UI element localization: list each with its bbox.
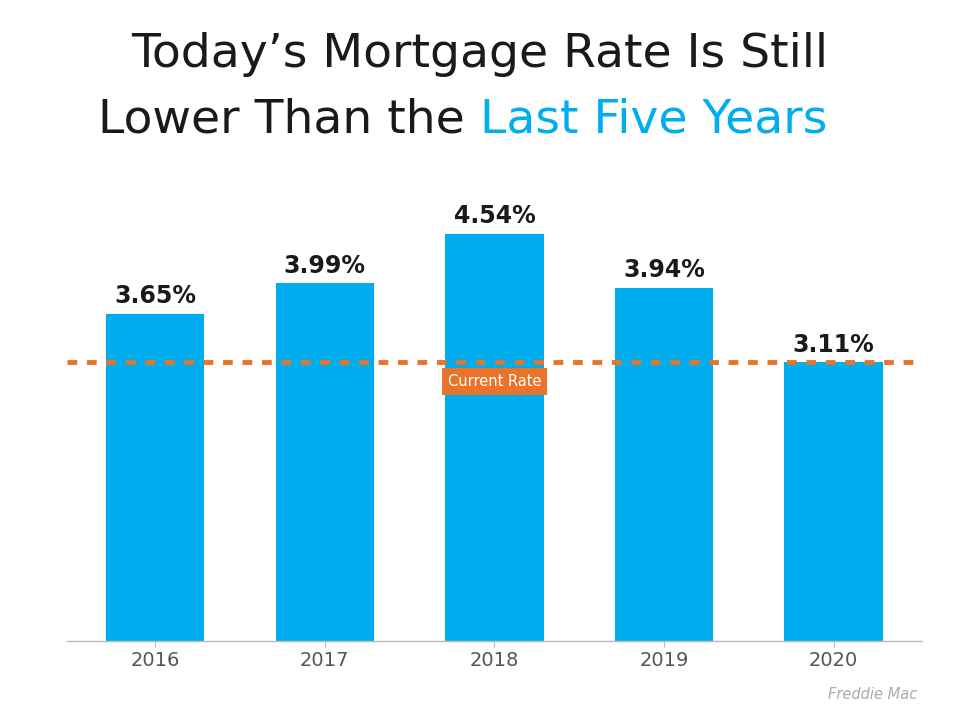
Bar bbox=[106, 313, 204, 641]
Text: Last Five Years: Last Five Years bbox=[480, 97, 828, 143]
Text: Freddie Mac: Freddie Mac bbox=[828, 687, 917, 702]
Text: 3.65%: 3.65% bbox=[114, 284, 196, 308]
Bar bbox=[276, 283, 374, 641]
Bar bbox=[614, 287, 713, 641]
Text: 4.54%: 4.54% bbox=[453, 204, 536, 228]
Text: Today’s Mortgage Rate Is Still: Today’s Mortgage Rate Is Still bbox=[132, 32, 828, 77]
Text: 3.94%: 3.94% bbox=[623, 258, 705, 282]
Text: 3.99%: 3.99% bbox=[284, 253, 366, 278]
Text: 3.11%: 3.11% bbox=[793, 333, 875, 356]
Text: Current Rate: Current Rate bbox=[447, 374, 541, 390]
Text: Lower Than the: Lower Than the bbox=[98, 97, 480, 143]
Bar bbox=[445, 234, 543, 641]
Bar bbox=[784, 362, 883, 641]
